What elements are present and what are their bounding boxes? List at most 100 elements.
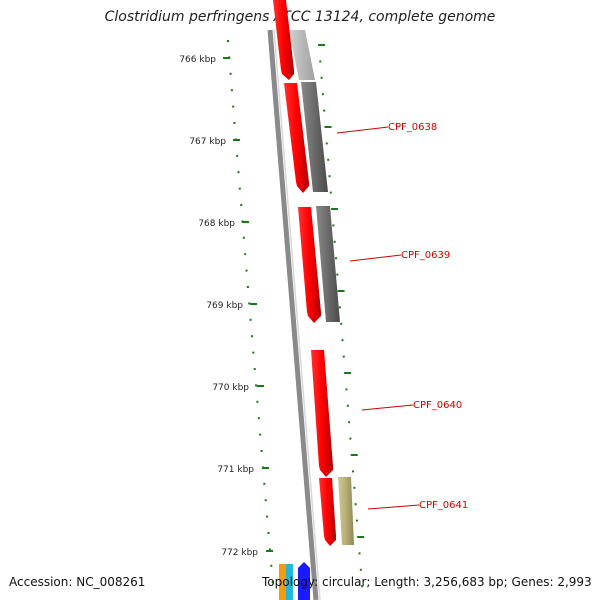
label-leader (361, 404, 414, 411)
gene-arrow-cpf-0638[interactable] (284, 83, 309, 193)
outer-ruler-dot (336, 273, 339, 276)
outer-ruler-dot (337, 290, 345, 292)
ruler-tick-label: 769 kbp (206, 301, 243, 311)
outer-ruler-dot (353, 486, 356, 489)
ruler-dot (268, 548, 271, 551)
ruler-dot (238, 187, 241, 190)
accession-info: Accession: NC_008261 (9, 575, 145, 589)
topology-label: Topology: (262, 575, 319, 589)
ortholog-track (289, 30, 354, 545)
outer-ruler-dot (358, 552, 361, 555)
outer-ruler-dot (341, 339, 344, 342)
gene-arrow-cpf-0641[interactable] (319, 478, 336, 546)
label-leader (336, 126, 389, 134)
ruler-dot (271, 581, 274, 584)
ruler-dot (233, 122, 236, 124)
outer-ruler-dot (338, 306, 341, 309)
gene-label-cpf-0640[interactable]: CPF_0640 (413, 400, 462, 411)
outer-ruler-dot (346, 404, 349, 407)
gene-label-cpf-0638[interactable]: CPF_0638 (388, 122, 437, 133)
outer-ruler-dot (352, 470, 354, 473)
ruler-dot (270, 564, 273, 567)
ruler: 766 kbp 767 kbp 768 kbp 769 kbp 770 kbp … (179, 55, 273, 558)
ruler-dot (259, 433, 262, 436)
ruler-dot (245, 269, 248, 272)
feature-block-orange (279, 564, 286, 600)
ruler-tick-label: 771 kbp (217, 465, 254, 475)
ruler-dot (256, 400, 259, 403)
outer-ruler-dot (324, 126, 332, 128)
outer-ruler-dot (361, 585, 364, 588)
gene-arrow[interactable] (273, 0, 294, 80)
ruler-dot (242, 236, 245, 239)
outer-ruler-dot (340, 322, 343, 325)
ruler-dot (249, 318, 252, 321)
outer-ruler-dot (333, 240, 336, 243)
outer-ruler-dot (349, 437, 352, 440)
ruler-tick-label: 766 kbp (179, 55, 216, 65)
ruler-dot (266, 515, 269, 518)
ruler-dot (260, 450, 263, 452)
ruler-dot (236, 154, 239, 157)
gene-arrow-cpf-0639[interactable] (298, 207, 321, 323)
gene-labels: CPF_0638 CPF_0639 CPF_0640 CPF_0641 (388, 122, 468, 511)
feature-arrow-blue (298, 562, 310, 600)
ortholog-feature (289, 30, 315, 80)
outer-ruler-dot (323, 109, 326, 112)
ruler-dot (263, 482, 266, 485)
outer-ruler-dot (328, 175, 331, 178)
ortholog-feature (316, 206, 340, 322)
gene-track (273, 0, 336, 546)
ruler-dot (257, 417, 260, 420)
outer-ruler-dot (329, 191, 332, 194)
genes-value: 2,993 (557, 575, 592, 589)
label-leader (367, 504, 420, 510)
ruler-dot (252, 351, 255, 354)
ruler-dot (253, 368, 256, 370)
gene-label-cpf-0641[interactable]: CPF_0641 (419, 500, 468, 511)
ruler-dot (240, 204, 243, 206)
genome-stats: Topology: circular; Length: 3,256,683 bp… (262, 575, 592, 589)
ruler-dot (255, 384, 257, 387)
ruler-dot (229, 72, 232, 75)
label-leader (349, 254, 402, 262)
ruler-tick-label: 768 kbp (198, 219, 235, 229)
outer-ruler-dot (318, 44, 325, 46)
accession-value: NC_008261 (76, 575, 146, 589)
ortholog-feature (338, 477, 354, 545)
ruler-dot (230, 89, 233, 92)
gene-label-lines (336, 126, 420, 510)
genes-label: Genes: (511, 575, 554, 589)
ruler-dot (246, 286, 249, 288)
topology-value: circular (321, 575, 367, 589)
backbone-inner (273, 29, 321, 600)
outer-ruler-dot (320, 76, 323, 79)
feature-block-cyan (286, 564, 293, 600)
ruler-dot (237, 171, 240, 174)
outer-ruler-dot (354, 503, 357, 506)
ruler-tick-label: 770 kbp (212, 383, 249, 393)
outer-ruler-dot (344, 372, 352, 374)
ruler-dot (250, 335, 253, 338)
gene-arrow-cpf-0640[interactable] (311, 350, 333, 477)
outer-ruler-dot (327, 158, 330, 161)
gene-label-cpf-0639[interactable]: CPF_0639 (401, 250, 450, 261)
ruler-dots (227, 40, 274, 584)
map-title: Clostridium perfringens ATCC 13124, comp… (104, 9, 496, 25)
ruler-dot (244, 253, 247, 256)
bottom-features (279, 562, 310, 600)
outer-ruler-dot (350, 454, 358, 456)
outer-ruler-dot (325, 142, 328, 145)
outer-ruler-dot (342, 355, 345, 358)
ortholog-feature (301, 82, 328, 192)
outer-ruler-dot (345, 388, 348, 391)
outer-ruler-dot (348, 421, 351, 424)
outer-ruler-dot (319, 60, 322, 63)
outer-ruler-dot (321, 93, 324, 96)
length-value: 3,256,683 bp (423, 575, 504, 589)
outer-ruler-dot (335, 257, 337, 260)
ruler-dot (232, 105, 235, 108)
ruler-dot (267, 532, 270, 534)
ruler-tick-label: 767 kbp (189, 137, 226, 147)
